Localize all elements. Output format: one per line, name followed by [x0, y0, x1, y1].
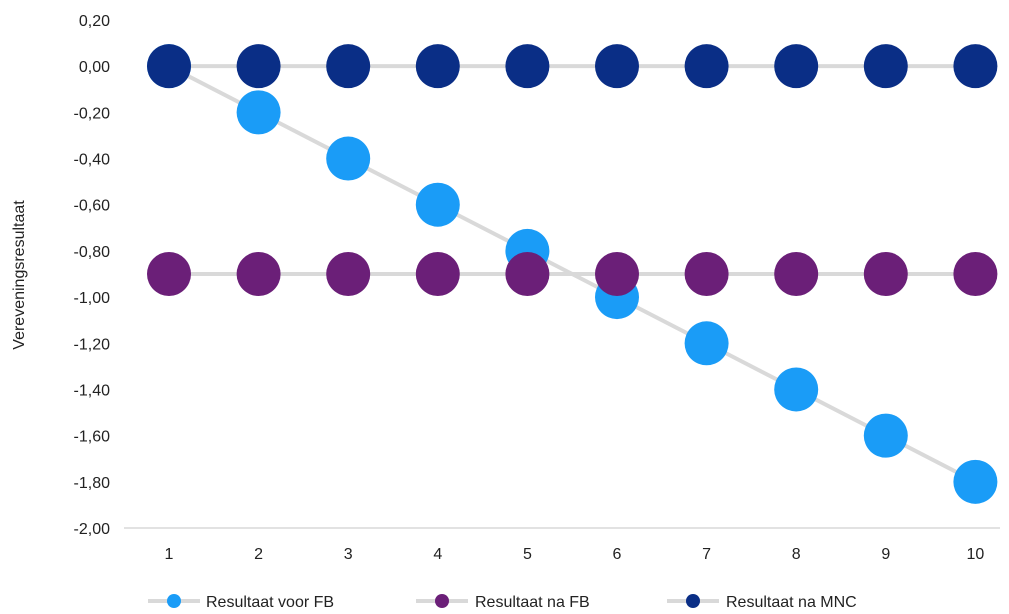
y-tick-label: -1,40 — [74, 382, 111, 399]
x-tick-label: 10 — [967, 546, 985, 563]
y-tick-label: 0,00 — [79, 59, 110, 76]
y-tick-label: -0,60 — [74, 198, 111, 215]
data-point — [505, 252, 550, 296]
data-point — [953, 459, 998, 504]
data-point — [147, 252, 191, 296]
data-point — [236, 90, 281, 135]
x-tick-label: 9 — [881, 546, 890, 563]
y-tick-label: -0,40 — [74, 152, 111, 169]
data-point — [953, 252, 998, 296]
data-point — [415, 252, 460, 296]
legend-marker — [435, 594, 449, 608]
data-point — [415, 44, 460, 89]
data-point — [953, 44, 998, 89]
x-tick-label: 6 — [613, 546, 622, 563]
x-tick-label: 5 — [523, 546, 532, 563]
series-points — [147, 44, 998, 504]
data-point — [147, 44, 191, 89]
data-point — [684, 321, 729, 366]
legend-label: Resultaat na MNC — [726, 594, 857, 611]
legend-label: Resultaat voor FB — [206, 594, 334, 611]
legend-label: Resultaat na FB — [475, 594, 590, 611]
y-tick-label: -1,80 — [74, 475, 111, 492]
data-point — [595, 252, 639, 296]
data-point — [236, 252, 281, 296]
x-tick-label: 8 — [792, 546, 801, 563]
data-point — [774, 44, 819, 89]
data-point — [863, 413, 908, 458]
legend-item: Resultaat na FB — [416, 594, 590, 611]
data-point — [863, 44, 908, 89]
x-tick-label: 3 — [344, 546, 353, 563]
legend-item: Resultaat na MNC — [667, 594, 857, 611]
data-point — [326, 44, 371, 89]
series-lines — [168, 64, 977, 484]
data-point — [684, 252, 729, 296]
y-tick-label: -1,60 — [74, 429, 111, 446]
y-tick-label: -0,80 — [74, 244, 111, 261]
y-tick-label: -2,00 — [74, 521, 111, 538]
x-tick-labels: 1 2 3 4 5 6 7 8 9 10 — [165, 546, 985, 563]
data-point — [774, 367, 819, 412]
y-tick-label: -1,20 — [74, 336, 111, 353]
legend-marker — [167, 594, 181, 608]
data-point — [505, 44, 550, 89]
legend-item: Resultaat voor FB — [148, 594, 334, 611]
y-tick-label: -1,00 — [74, 290, 111, 307]
data-point — [415, 182, 460, 227]
x-tick-label: 7 — [702, 546, 711, 563]
x-tick-label: 1 — [165, 546, 174, 563]
y-axis-label: Vereveningsresultaat — [11, 200, 28, 350]
legend-marker — [686, 594, 700, 608]
legend: Resultaat voor FB Resultaat na FB Resultaa… — [148, 594, 857, 611]
y-tick-label: -0,20 — [74, 105, 111, 122]
y-tick-label: 0,20 — [79, 13, 110, 30]
data-point — [326, 252, 371, 296]
data-point — [595, 44, 639, 89]
data-point — [326, 136, 371, 181]
y-tick-labels: 0,20 0,00 -0,20 -0,40 -0,60 -0,80 -1,00 -1,20 -1… — [74, 13, 111, 538]
data-point — [774, 252, 819, 296]
x-tick-label: 4 — [433, 546, 442, 563]
data-point — [684, 44, 729, 89]
data-point — [236, 44, 281, 89]
data-point — [863, 252, 908, 296]
x-tick-label: 2 — [254, 546, 263, 563]
